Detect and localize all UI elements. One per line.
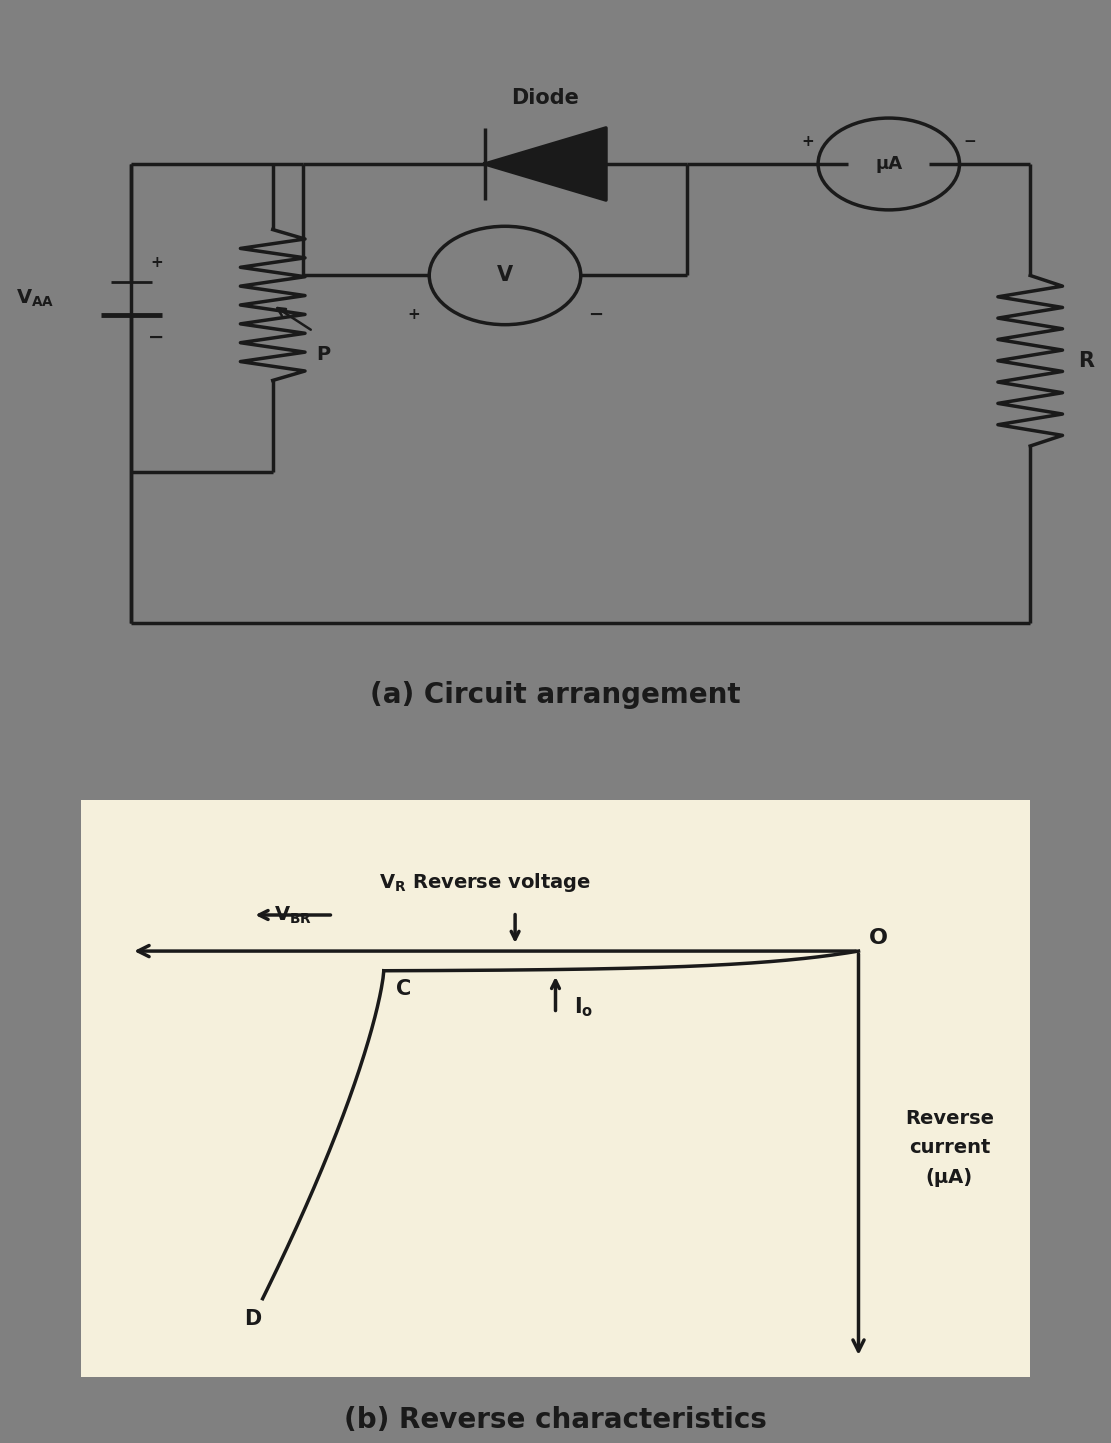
Text: $\mathregular{I_o}$: $\mathregular{I_o}$ (573, 996, 593, 1019)
Text: D: D (244, 1309, 261, 1329)
Bar (81, 801, 1030, 1378)
Polygon shape (484, 128, 605, 201)
Text: $\mathregular{V_{BR}}$: $\mathregular{V_{BR}}$ (274, 905, 312, 925)
Text: V: V (497, 266, 513, 286)
Text: −: − (149, 329, 164, 348)
Text: (b) Reverse characteristics: (b) Reverse characteristics (344, 1405, 767, 1434)
Text: −: − (589, 306, 603, 323)
Text: $\mathregular{V_{AA}}$: $\mathregular{V_{AA}}$ (17, 287, 54, 309)
Text: (a) Circuit arrangement: (a) Circuit arrangement (370, 681, 741, 710)
Text: Diode: Diode (511, 88, 579, 108)
Text: O: O (869, 928, 888, 948)
Text: +: + (802, 134, 814, 149)
Text: Reverse
current
(μA): Reverse current (μA) (904, 1108, 994, 1186)
Text: +: + (408, 307, 420, 322)
Text: R: R (1078, 351, 1093, 371)
Text: C: C (396, 978, 411, 999)
Text: +: + (150, 255, 163, 270)
Text: μA: μA (875, 154, 902, 173)
Text: −: − (963, 134, 975, 149)
Text: $\mathregular{V_R}$ Reverse voltage: $\mathregular{V_R}$ Reverse voltage (379, 870, 591, 893)
Text: P: P (317, 345, 330, 364)
